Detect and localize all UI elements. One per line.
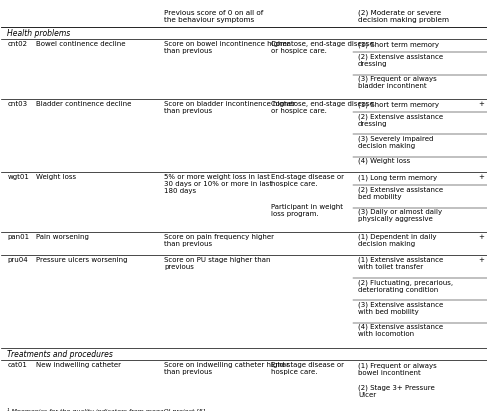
- Text: Pressure ulcers worsening: Pressure ulcers worsening: [36, 257, 128, 263]
- Text: cnt03: cnt03: [7, 101, 27, 107]
- Text: End-stage disease or
hospice care.: End-stage disease or hospice care.: [271, 174, 344, 187]
- Text: +: +: [478, 174, 484, 180]
- Text: (3) Frequent or always
bladder incontinent: (3) Frequent or always bladder incontine…: [358, 76, 437, 89]
- Text: (3) Severely impaired
decision making: (3) Severely impaired decision making: [358, 136, 433, 149]
- Text: (1) Extensive assistance
with toilet transfer: (1) Extensive assistance with toilet tra…: [358, 257, 443, 270]
- Text: Score on indwelling catheter higher
than previous: Score on indwelling catheter higher than…: [164, 362, 289, 375]
- Text: Comatose, end-stage disease
or hospice care.: Comatose, end-stage disease or hospice c…: [271, 42, 373, 54]
- Text: (2) Fluctuating, precarious,
deteriorating condition: (2) Fluctuating, precarious, deteriorati…: [358, 279, 453, 293]
- Text: Score on PU stage higher than
previous: Score on PU stage higher than previous: [164, 257, 270, 270]
- Text: End-stage disease or
hospice care.: End-stage disease or hospice care.: [271, 362, 344, 375]
- Text: (3) Extensive assistance
with bed mobility: (3) Extensive assistance with bed mobili…: [358, 301, 443, 315]
- Text: Weight loss: Weight loss: [36, 174, 77, 180]
- Text: Score on bowel incontinence higher
than previous: Score on bowel incontinence higher than …: [164, 42, 289, 54]
- Text: Score on pain frequency higher
than previous: Score on pain frequency higher than prev…: [164, 234, 274, 247]
- Text: (1) Frequent or always
bowel incontinent: (1) Frequent or always bowel incontinent: [358, 362, 437, 376]
- Text: (2) Moderate or severe
decision making problem: (2) Moderate or severe decision making p…: [358, 10, 449, 23]
- Text: ¹ Mnemonics for the quality indicators from megaQI project [5].: ¹ Mnemonics for the quality indicators f…: [7, 409, 207, 411]
- Text: +: +: [478, 257, 484, 263]
- Text: Bowel continence decline: Bowel continence decline: [36, 42, 126, 47]
- Text: (2) Extensive assistance
dressing: (2) Extensive assistance dressing: [358, 113, 443, 127]
- Text: cnt02: cnt02: [7, 42, 27, 47]
- Text: pru04: pru04: [7, 257, 28, 263]
- Text: Bladder continence decline: Bladder continence decline: [36, 101, 132, 107]
- Text: 5% or more weight loss in last
30 days or 10% or more in last
180 days: 5% or more weight loss in last 30 days o…: [164, 174, 272, 194]
- Text: (2) Extensive assistance
bed mobility: (2) Extensive assistance bed mobility: [358, 187, 443, 200]
- Text: Score on bladder incontinence higher
than previous: Score on bladder incontinence higher tha…: [164, 101, 295, 114]
- Text: (2) Extensive assistance
dressing: (2) Extensive assistance dressing: [358, 53, 443, 67]
- Text: (1) Dependent in daily
decision making: (1) Dependent in daily decision making: [358, 234, 437, 247]
- Text: Health problems: Health problems: [7, 29, 70, 38]
- Text: New indwelling catheter: New indwelling catheter: [36, 362, 122, 368]
- Text: (3) Daily or almost daily
physically aggressive: (3) Daily or almost daily physically agg…: [358, 209, 442, 222]
- Text: Treatments and procedures: Treatments and procedures: [7, 350, 113, 359]
- Text: (1) Short term memory: (1) Short term memory: [358, 101, 439, 108]
- Text: (2) Stage 3+ Pressure
Ulcer: (2) Stage 3+ Pressure Ulcer: [358, 384, 435, 398]
- Text: cat01: cat01: [7, 362, 27, 368]
- Text: Comatose, end-stage disease
or hospice care.: Comatose, end-stage disease or hospice c…: [271, 101, 373, 114]
- Text: (1) Long term memory: (1) Long term memory: [358, 174, 437, 181]
- Text: wgt01: wgt01: [7, 174, 29, 180]
- Text: Pain worsening: Pain worsening: [36, 234, 89, 240]
- Text: (4) Weight loss: (4) Weight loss: [358, 158, 410, 164]
- Text: +: +: [478, 234, 484, 240]
- Text: (4) Extensive assistance
with locomotion: (4) Extensive assistance with locomotion: [358, 323, 443, 337]
- Text: Participant in weight
loss program.: Participant in weight loss program.: [271, 204, 343, 217]
- Text: pan01: pan01: [7, 234, 29, 240]
- Text: (1) Short term memory: (1) Short term memory: [358, 42, 439, 48]
- Text: Previous score of 0 on all of
the behaviour symptoms: Previous score of 0 on all of the behavi…: [164, 10, 263, 23]
- Text: +: +: [478, 101, 484, 107]
